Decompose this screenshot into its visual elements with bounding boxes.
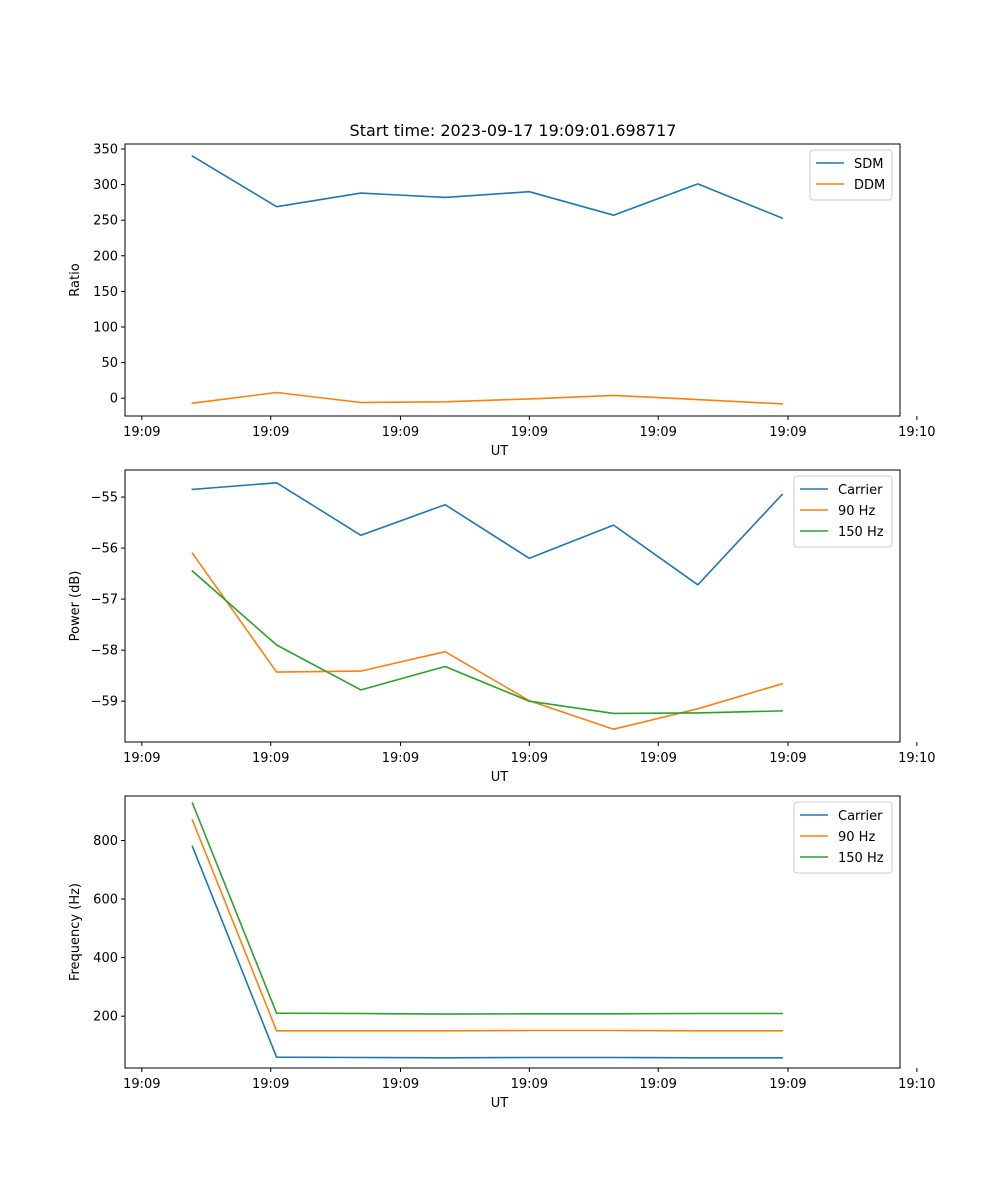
x-tick-label: 19:09 [382,751,419,766]
x-tick-label: 19:10 [898,751,935,766]
x-tick-label: 19:09 [511,425,548,440]
x-axis-label: UT [491,444,509,459]
legend-label-sdm: SDM [854,157,883,172]
axes-frame [124,469,901,743]
x-tick-label: 19:09 [252,751,289,766]
y-axis-label: Power (dB) [68,571,83,642]
y-tick-label: 200 [93,249,118,264]
x-axis-label: UT [491,1096,509,1111]
y-tick-label: 150 [93,285,118,300]
y-tick-label: 600 [93,893,118,908]
y-tick-label: −56 [91,542,118,557]
legend-label-90-hz: 90 Hz [838,504,875,519]
y-tick-label: 350 [93,142,118,157]
x-tick-label: 19:09 [769,751,806,766]
x-tick-label: 19:09 [252,1077,289,1092]
legend-label-carrier: Carrier [838,483,883,498]
series-line-150-hz [191,801,783,1015]
chart-panel-3: 19:09 19:09 19:09 19:09 19:09 19:09 19:10 200 40… [68,795,936,1111]
y-tick-label: −59 [91,695,118,710]
series-line-carrier [191,845,783,1059]
x-tick-label: 19:10 [898,1077,935,1092]
chart-panel-2: 19:09 19:09 19:09 19:09 19:09 19:09 19:10 −59 −5… [68,469,936,785]
x-tick-label: 19:09 [639,425,676,440]
legend-label-150-hz: 150 Hz [838,851,884,866]
x-tick-label: 19:10 [898,425,935,440]
x-tick-label: 19:09 [382,425,419,440]
x-tick-label: 19:09 [252,425,289,440]
series-line-150-hz [191,569,783,715]
y-tick-label: 800 [93,834,118,849]
chart-title: Start time: 2023-09-17 19:09:01.698717 [350,121,677,140]
y-tick-label: 100 [93,320,118,335]
y-tick-label: 0 [110,392,118,407]
y-tick-label: −55 [91,491,118,506]
x-tick-label: 19:09 [769,1077,806,1092]
y-axis-label: Ratio [68,263,83,296]
x-tick-label: 19:09 [769,425,806,440]
series-line-carrier [191,481,784,586]
x-tick-label: 19:09 [511,751,548,766]
legend-label-carrier: Carrier [838,809,883,824]
y-tick-label: 300 [93,178,118,193]
legend-box [793,475,893,548]
y-axis-label: Frequency (Hz) [68,883,83,981]
legend-label-90-hz: 90 Hz [838,830,875,845]
x-tick-label: 19:09 [639,751,676,766]
legend: Carrier 90 Hz 150 Hz [793,475,893,548]
axes-frame [124,795,901,1069]
y-tick-label: 200 [93,1010,118,1025]
legend-label-ddm: DDM [854,178,885,193]
x-tick-label: 19:09 [123,425,160,440]
legend: Carrier 90 Hz 150 Hz [793,801,893,874]
x-axis-label: UT [491,770,509,785]
x-tick-label: 19:09 [123,751,160,766]
y-tick-label: 250 [93,214,118,229]
x-tick-label: 19:09 [382,1077,419,1092]
series-line-sdm [191,155,784,220]
y-tick-label: 400 [93,951,118,966]
chart-panel-1: 19:09 19:09 19:09 19:09 19:09 19:09 19:10 0 50 10… [68,142,936,459]
y-tick-label: −57 [91,593,118,608]
series-line-90-hz [191,818,783,1032]
x-tick-label: 19:09 [123,1077,160,1092]
legend-box [793,801,893,874]
legend: SDM DDM [809,149,893,201]
legend-label-150-hz: 150 Hz [838,525,884,540]
series-line-ddm [191,391,783,405]
x-tick-label: 19:09 [511,1077,548,1092]
x-tick-label: 19:09 [639,1077,676,1092]
y-tick-label: 50 [101,356,118,371]
y-tick-label: −58 [91,644,118,659]
axes-frame [124,143,901,417]
